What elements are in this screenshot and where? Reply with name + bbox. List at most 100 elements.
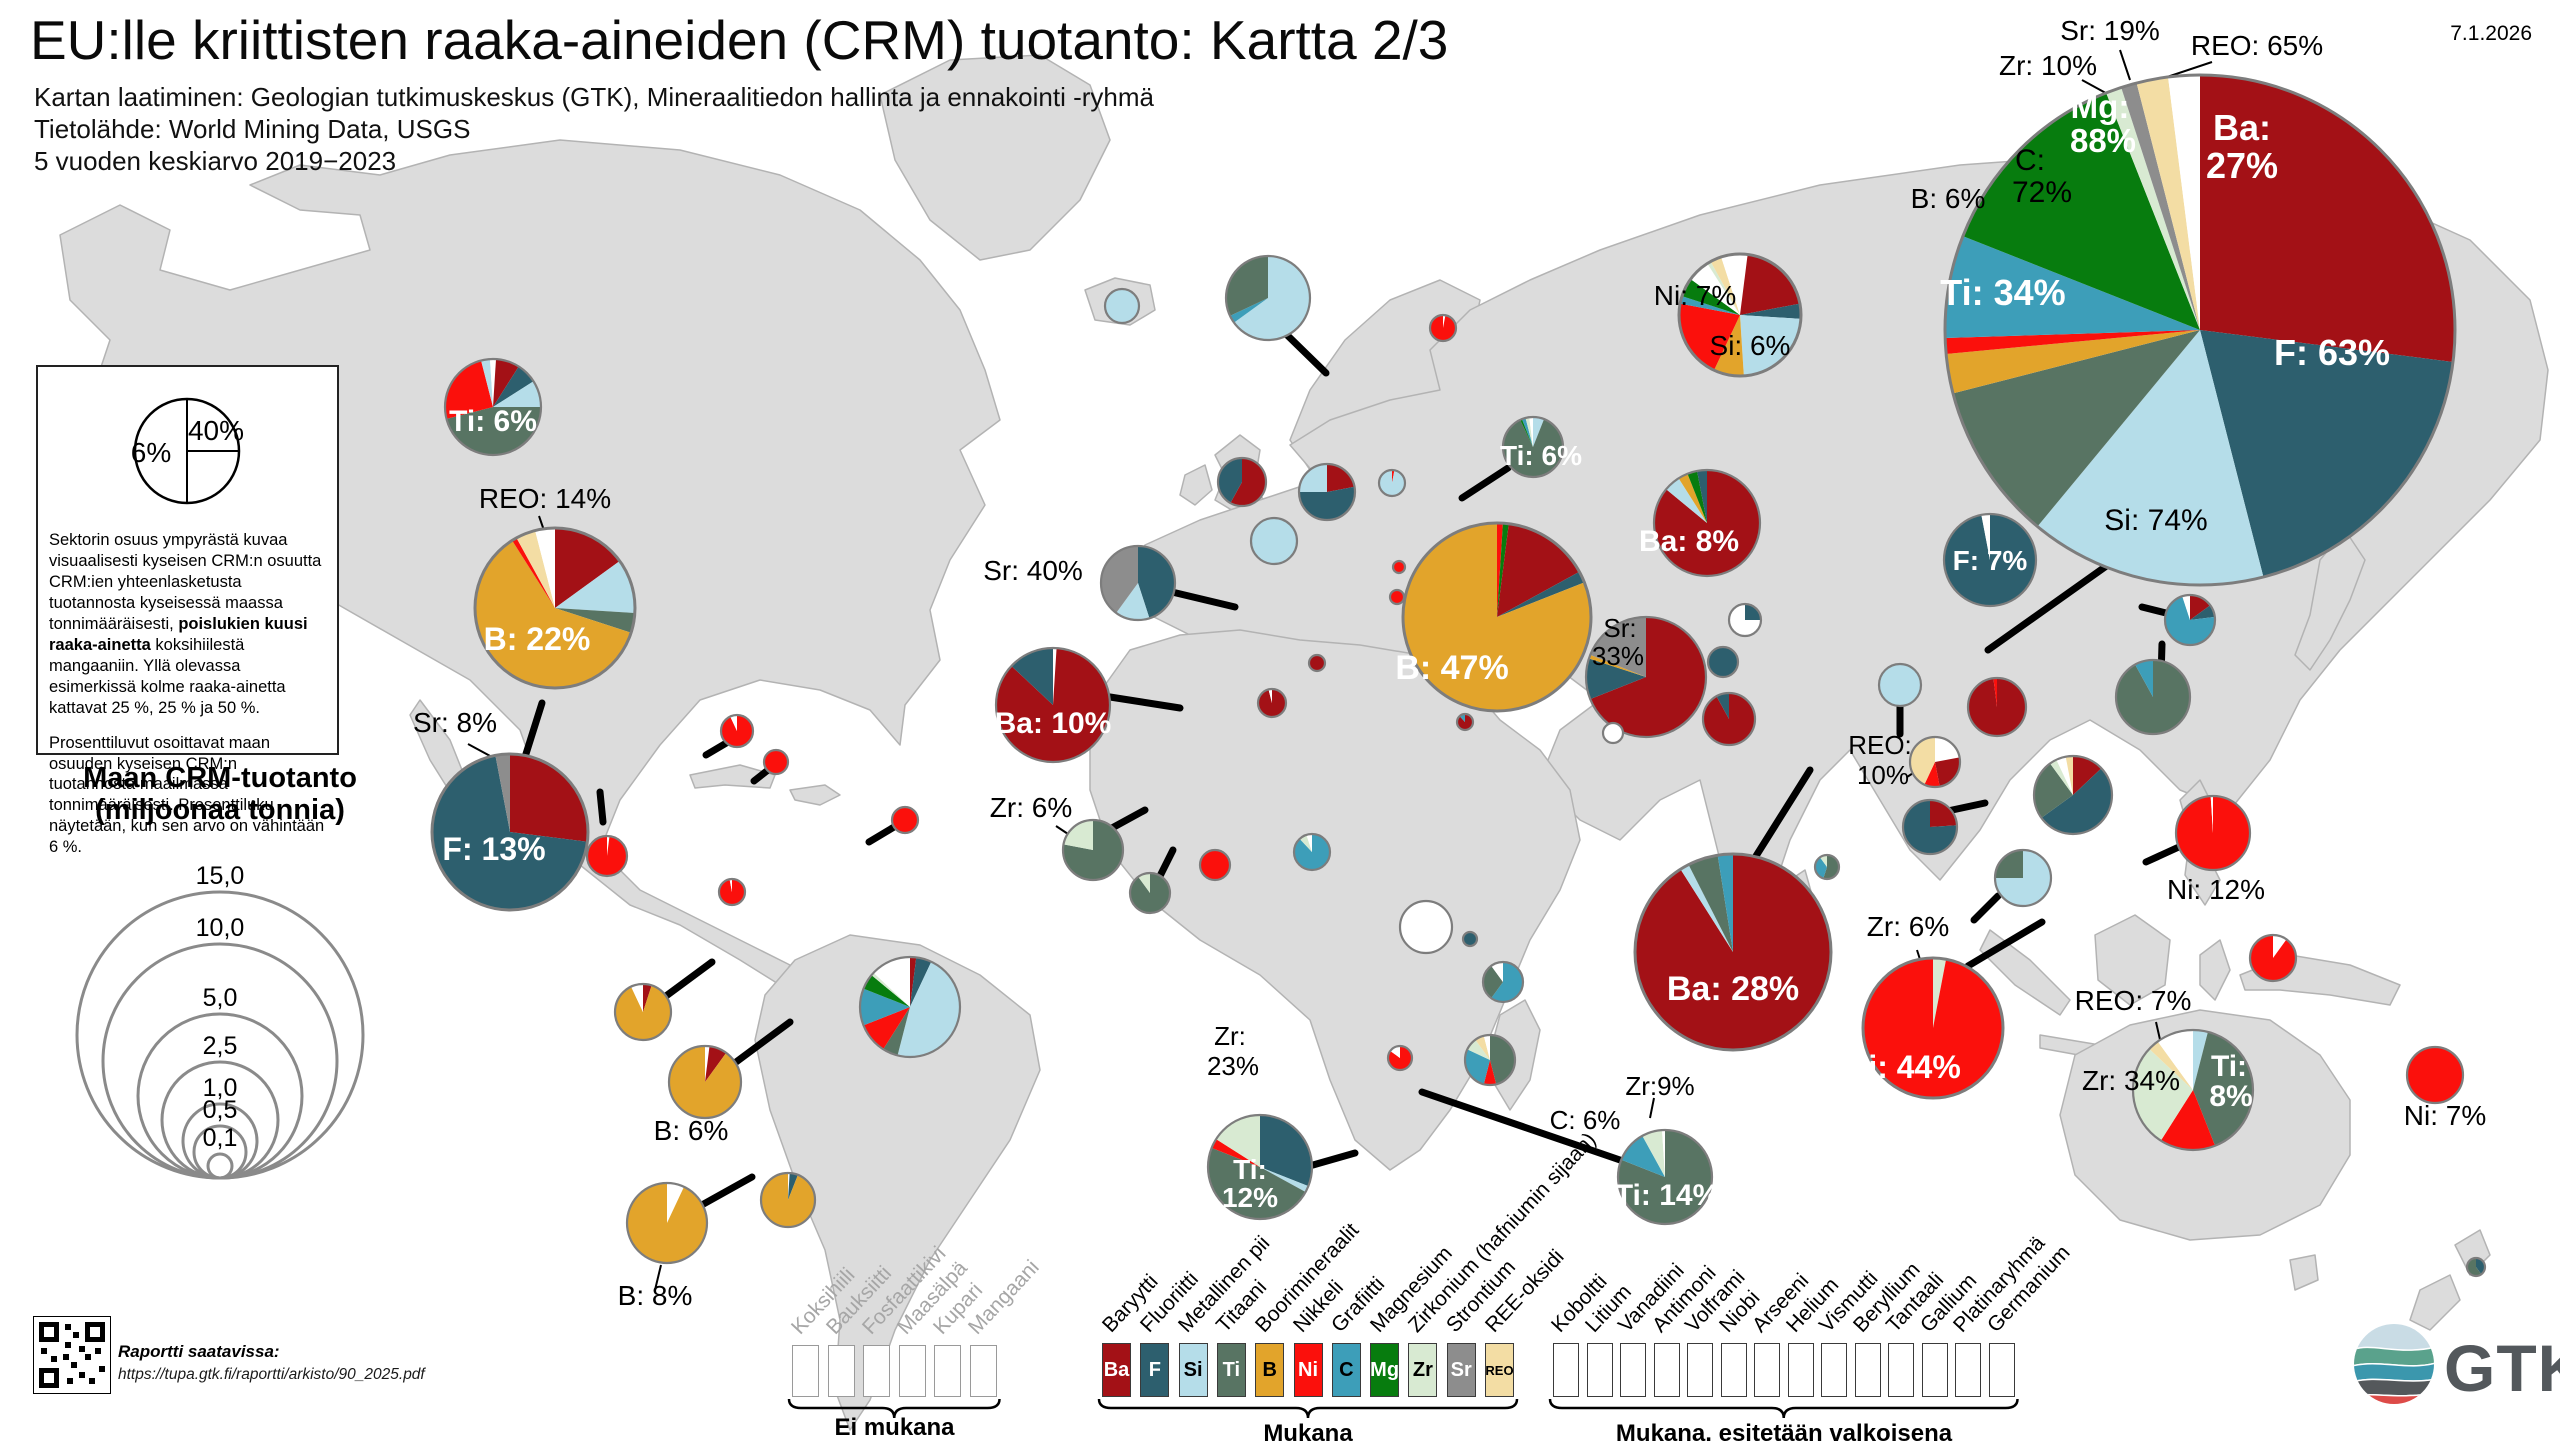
jamaica-pie <box>762 748 790 776</box>
iran-slice-B-2 <box>1588 654 1646 677</box>
sumatra <box>1979 929 2071 1016</box>
uk-pie <box>1216 456 1268 508</box>
greenland <box>879 54 1111 261</box>
legend-box-Koksihiili <box>792 1345 819 1397</box>
chile-label-tick-0 <box>654 1264 662 1291</box>
myanmar-slice-REO-3 <box>1910 737 1935 785</box>
usa-pie <box>473 526 637 690</box>
russia-slice-Si-3 <box>1740 315 1801 376</box>
vietnam-slice-Ba-0 <box>2073 756 2102 795</box>
legend-box-Mg: Mg <box>1370 1343 1400 1397</box>
legend-code-C: C <box>1339 1358 1354 1381</box>
philippines-slice-White-1 <box>2210 796 2213 833</box>
size-circle-label-3: 2,5 <box>203 1032 238 1060</box>
russia-slice-REO-10 <box>1710 256 1740 315</box>
china-label-4: Ti: 34% <box>1940 272 2065 313</box>
legend-box-Antimoni <box>1653 1343 1680 1397</box>
vietnam-slice-Ti-2 <box>2034 763 2073 818</box>
norway-leader-line <box>1281 329 1330 377</box>
mexico-label-1: Sr: 8% <box>413 707 497 738</box>
russia-slice-Ba-1 <box>1740 254 1800 315</box>
uk-slice-Ba-0 <box>1230 458 1266 507</box>
kazakhstan-slice-Mg-3 <box>1687 470 1707 523</box>
brazil-slice-Si-2 <box>897 961 961 1058</box>
australia-slice-REO-4 <box>2149 1041 2193 1090</box>
legend-box-Ba: Ba <box>1102 1343 1131 1397</box>
report-url-link[interactable]: https://tupa.gtk.fi/raportti/arkisto/90_… <box>118 1366 425 1383</box>
mozambique-label-0: Ti: 14% <box>1615 1179 1720 1212</box>
mozambique-leader-line <box>1418 1088 1624 1164</box>
skorea-slice-C-1 <box>2135 660 2153 697</box>
tunisia-pie <box>1307 653 1327 673</box>
zimbabwe-pie <box>1386 1044 1414 1072</box>
china-slice-Sr-9 <box>2121 83 2200 330</box>
srilanka-pie <box>1813 853 1841 881</box>
size-circle-label-6: 0,1 <box>203 1124 238 1152</box>
india-slice-C-3 <box>1717 854 1733 952</box>
legend-box-C: C <box>1331 1343 1361 1397</box>
southafrica-label-0: Ti: <box>1233 1154 1267 1185</box>
spain-leader-line <box>1168 588 1239 611</box>
ukraine-label-0: Ti: 6% <box>1500 440 1582 471</box>
spain-slice-F-0 <box>1138 546 1175 619</box>
legend-code-Ba: Ba <box>1103 1358 1130 1381</box>
australia-label-2: Zr: 34% <box>2082 1065 2180 1096</box>
legend-box-Ti: Ti <box>1216 1343 1246 1397</box>
finland-slice-White-0 <box>1443 315 1446 328</box>
china-label-1: 27% <box>2206 145 2278 186</box>
poland-pie <box>1377 468 1407 498</box>
pie-charts-layer <box>430 73 2487 1278</box>
southafrica-label-3: 23% <box>1207 1051 1259 1081</box>
vietnam-slice-Zr-3 <box>2050 759 2073 795</box>
canada-slice-Ni-5 <box>444 360 493 419</box>
balkan2-pie <box>1388 588 1406 606</box>
egypt-pie <box>1455 712 1475 732</box>
page-title: EU:lle kriittisten raaka-aineiden (CRM) … <box>30 9 1449 71</box>
kazakhstan-label-0: Ba: 8% <box>1639 525 1739 558</box>
legend-braces <box>787 1398 2019 1419</box>
legend-code-Ti: Ti <box>1222 1358 1241 1381</box>
morocco-label-0: Ba: 10% <box>995 707 1112 740</box>
peru-leader-line <box>662 958 716 1000</box>
legend-box-Kupari <box>934 1345 961 1397</box>
indonesia-label-0: Ni: 44% <box>1845 1049 1961 1085</box>
iran-label-0: Sr: <box>1603 613 1636 643</box>
southafrica-slice-Ni-3 <box>1211 1139 1260 1167</box>
cuba-pie <box>719 713 755 749</box>
tunisia-slice-Ba <box>1309 655 1325 671</box>
philippines-leader-line <box>2142 842 2185 866</box>
china-slice-Mg-7 <box>1962 92 2200 330</box>
legend-box-Volframi <box>1687 1343 1713 1397</box>
balkan2-slice-Ni <box>1390 590 1404 604</box>
example-pie: 6% 40% <box>131 397 244 505</box>
mexico-leader-line <box>521 699 546 761</box>
guatemala-leader-line <box>596 788 607 826</box>
australia-slice-White-5 <box>2157 1030 2193 1090</box>
china-slice-C-6 <box>1945 236 2200 339</box>
oman-slice-White <box>1603 723 1623 743</box>
legend-box-Platinaryhmä <box>1955 1343 1981 1397</box>
mozambique-slice-C-1 <box>1621 1135 1665 1177</box>
mexico-slice-Ba-0 <box>510 754 588 842</box>
colombia-slice-Ni-0 <box>719 879 746 906</box>
legend-box-Maasälpä <box>898 1345 926 1397</box>
senegal-pie <box>1061 818 1125 882</box>
nigeria-slice-White-2 <box>1306 834 1312 852</box>
malaysia-slice-Ti-1 <box>1995 850 2023 878</box>
report-label: Raportti saatavissa: <box>118 1342 280 1361</box>
myanmar-label-1: 10% <box>1857 760 1909 790</box>
legend-box-Helium <box>1787 1343 1814 1397</box>
rwanda-pie <box>1461 930 1479 948</box>
jamaica-leader-line <box>750 766 772 785</box>
india-slice-Ti-2 <box>1688 855 1733 952</box>
legend-box-B: B <box>1255 1343 1285 1397</box>
china-slice-Ba-0 <box>2200 75 2455 362</box>
china-label-8: 88% <box>2070 122 2136 159</box>
nkorea-slice-C-2 <box>2165 596 2215 645</box>
kazakhstan-slice-F-4 <box>1697 470 1707 523</box>
vietnam-pie <box>2032 754 2114 836</box>
chile-slice-B-1 <box>627 1183 708 1263</box>
russia-label-1: Si: 6% <box>1710 330 1791 361</box>
nkorea-slice-White-3 <box>2182 595 2190 620</box>
